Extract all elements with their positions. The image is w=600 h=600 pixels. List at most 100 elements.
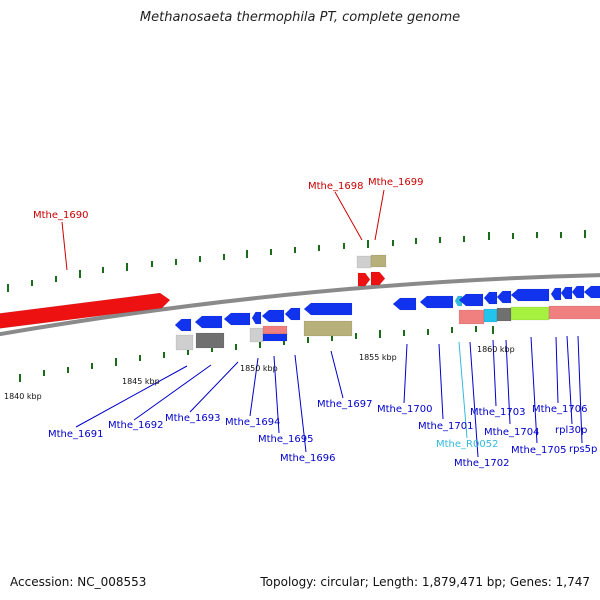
gene-label: Mthe_1693 bbox=[165, 413, 221, 424]
tick-mark bbox=[355, 333, 357, 339]
gene-label: Mthe_1703 bbox=[470, 407, 526, 418]
tick-mark bbox=[55, 276, 57, 282]
leader-line bbox=[189, 361, 239, 413]
gene-arrow-mthe-1701 bbox=[419, 295, 454, 309]
tick-mark bbox=[31, 280, 33, 286]
tick-mark bbox=[584, 230, 586, 238]
leader-line bbox=[330, 350, 344, 399]
tick-mark bbox=[492, 326, 494, 334]
gene-arrow-continuing bbox=[583, 285, 600, 299]
gene-label: Mthe_1694 bbox=[225, 417, 281, 428]
accession-text: Accession: NC_008553 bbox=[10, 575, 147, 589]
gene-arrow-mthe-1697 bbox=[303, 302, 353, 316]
leader-line bbox=[249, 357, 259, 417]
leader-line bbox=[403, 343, 408, 404]
tick-mark bbox=[259, 340, 261, 348]
gene-arrow-mthe-1699 bbox=[370, 271, 386, 286]
tick-mark bbox=[151, 261, 153, 267]
genome-backbone bbox=[0, 273, 600, 337]
label-leader-lines bbox=[61, 189, 583, 458]
leader-line bbox=[75, 365, 188, 428]
tick-mark bbox=[367, 240, 369, 248]
leader-line bbox=[334, 191, 363, 241]
gene-arrow-mthe-1706 bbox=[550, 287, 562, 301]
tick-mark bbox=[283, 339, 285, 345]
gene-arrow-mthe-1704 bbox=[496, 290, 512, 304]
tick-mark bbox=[163, 352, 165, 358]
topology-text: Topology: circular; Length: 1,879,471 bp… bbox=[260, 575, 590, 589]
leader-line bbox=[469, 341, 479, 458]
gene-arrow-mthe-1696 bbox=[284, 307, 301, 321]
leader-line bbox=[577, 335, 583, 444]
gene-box-feature bbox=[483, 308, 498, 323]
leader-line bbox=[555, 336, 559, 404]
tick-mark bbox=[439, 237, 441, 243]
gene-arrow-mthe-1693 bbox=[223, 312, 251, 326]
tick-mark bbox=[19, 374, 21, 382]
tick-mark bbox=[463, 236, 465, 242]
scale-label: 1855 kbp bbox=[359, 353, 397, 362]
gene-label: Mthe_1706 bbox=[532, 404, 588, 415]
tick-mark bbox=[343, 243, 345, 249]
gene-label: Mthe_1691 bbox=[48, 429, 104, 440]
gene-label: Mthe_1696 bbox=[280, 453, 336, 464]
gene-arrow-rps5p bbox=[571, 285, 585, 299]
gene-box-feature bbox=[262, 325, 288, 335]
gene-label: Mthe_1697 bbox=[317, 399, 373, 410]
leader-line bbox=[61, 221, 68, 271]
leader-line bbox=[374, 189, 385, 241]
tick-mark bbox=[79, 270, 81, 278]
tick-mark bbox=[560, 232, 562, 238]
gene-label: Mthe_1702 bbox=[454, 458, 510, 469]
leader-line bbox=[294, 354, 307, 453]
tick-mark bbox=[43, 370, 45, 376]
gene-box-feature bbox=[510, 306, 550, 321]
gene-box-feature bbox=[249, 327, 264, 343]
gene-box-feature bbox=[175, 334, 194, 351]
gene-label: Mthe_1701 bbox=[418, 421, 474, 432]
gene-arrow-mthe-1702 bbox=[458, 293, 484, 307]
tick-mark bbox=[512, 233, 514, 239]
tick-mark bbox=[223, 254, 225, 260]
gene-box-feature bbox=[195, 332, 225, 349]
tick-mark bbox=[235, 344, 237, 350]
tick-mark bbox=[139, 355, 141, 361]
scale-label: 1860 kbp bbox=[477, 345, 515, 354]
gene-box-feature bbox=[370, 254, 387, 268]
scale-label: 1845 kbp bbox=[122, 377, 160, 386]
tick-mark bbox=[67, 367, 69, 373]
gene-arrow-mthe-1705 bbox=[510, 288, 550, 302]
tick-mark bbox=[211, 346, 213, 352]
tick-mark bbox=[115, 358, 117, 366]
gene-arrow-mthe-1695 bbox=[261, 309, 285, 323]
scale-labels: 1840 kbp 1845 kbp 1850 kbp 1855 kbp 1860 kbp bbox=[4, 345, 515, 401]
tick-mark bbox=[488, 232, 490, 240]
leader-line bbox=[133, 364, 212, 421]
gene-label: Mthe_1705 bbox=[511, 445, 567, 456]
gene-arrow-mthe-1700 bbox=[392, 297, 417, 311]
tick-mark bbox=[427, 329, 429, 335]
tick-mark bbox=[246, 250, 248, 258]
leader-line bbox=[492, 339, 497, 407]
tick-mark bbox=[126, 263, 128, 271]
gene-label: Mthe_1699 bbox=[368, 177, 424, 188]
gene-arrow-mthe-1698 bbox=[357, 272, 371, 287]
gene-arrow-rpl30p bbox=[560, 286, 573, 300]
leader-line bbox=[438, 343, 444, 420]
gene-label: Mthe_R0052 bbox=[436, 439, 498, 450]
leader-line bbox=[566, 335, 573, 425]
gene-box-feature bbox=[548, 305, 600, 320]
tick-mark bbox=[91, 363, 93, 369]
gene-box-feature bbox=[356, 255, 372, 269]
gene-label: rpl30p bbox=[555, 425, 587, 436]
tick-mark bbox=[475, 326, 477, 332]
leader-line bbox=[273, 355, 280, 434]
gene-arrow-mthe-1692 bbox=[194, 315, 223, 329]
tick-mark bbox=[331, 335, 333, 341]
leader-line bbox=[458, 341, 468, 439]
leader-line bbox=[530, 336, 538, 444]
gene-arrow-mthe-1690 bbox=[0, 292, 171, 329]
ticks-top bbox=[7, 230, 586, 292]
gene-arrow-mthe-1691 bbox=[174, 318, 192, 332]
leader-line bbox=[505, 339, 511, 425]
